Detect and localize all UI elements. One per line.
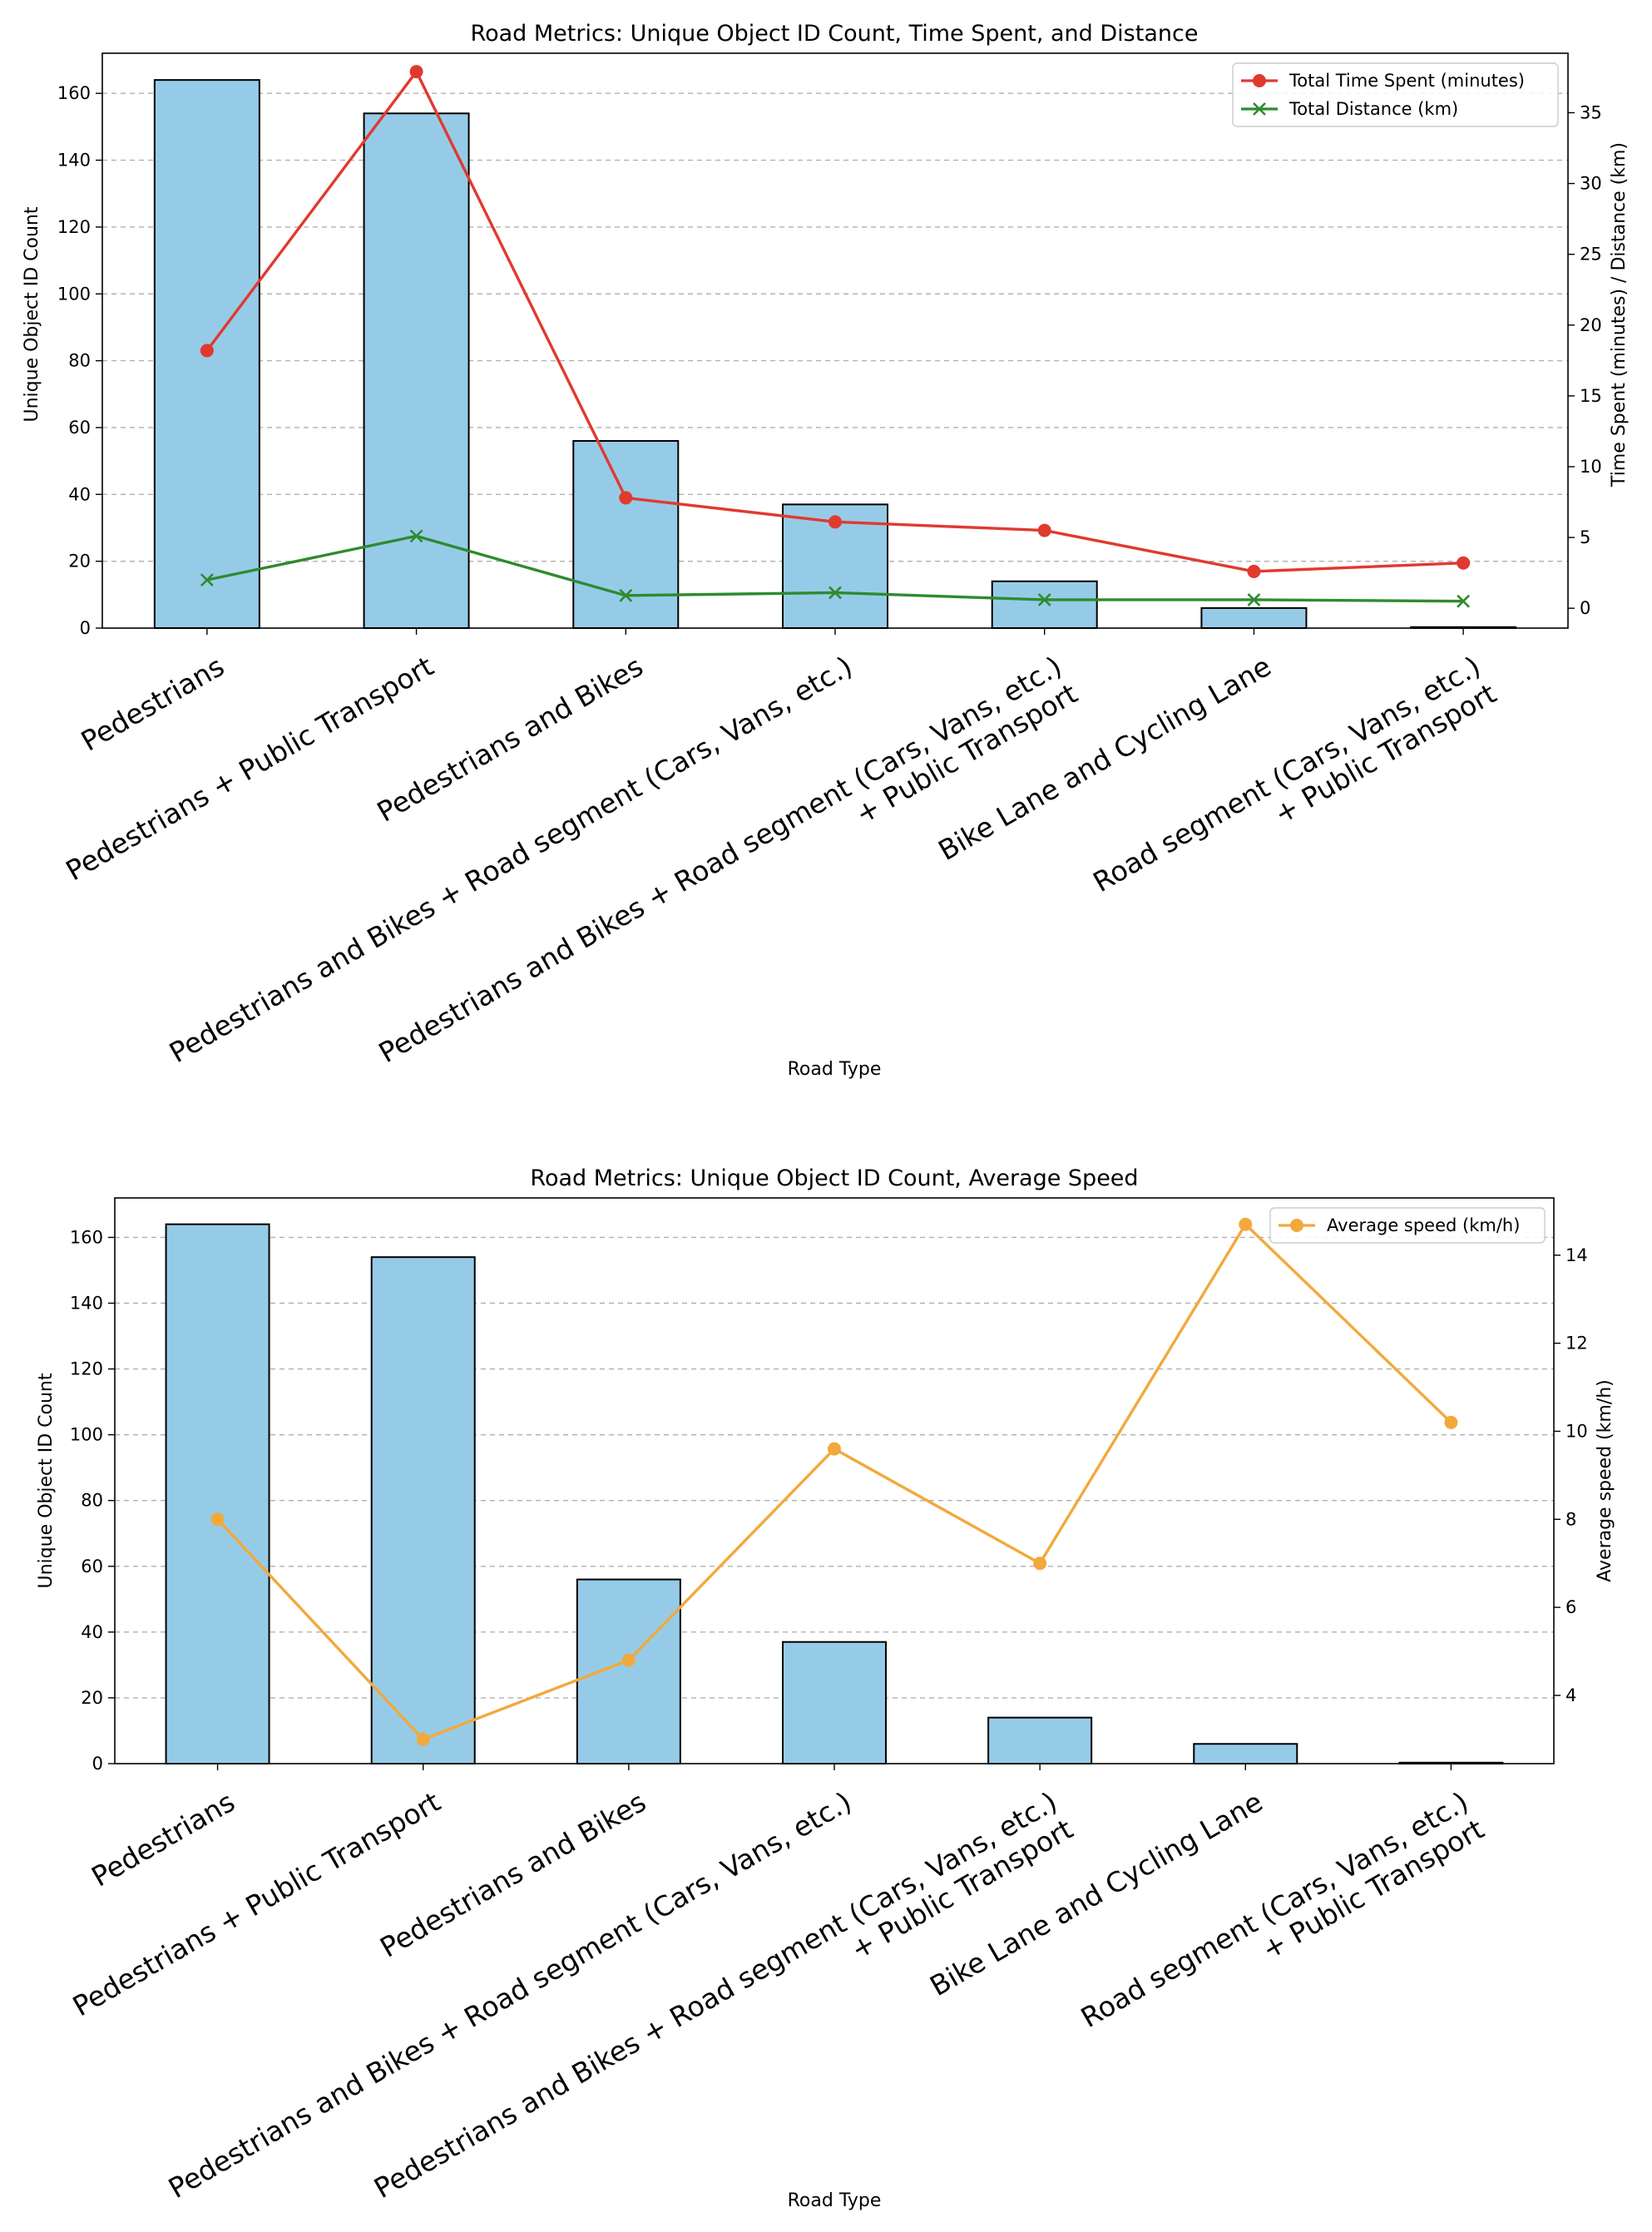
y-tick-label-left: 160 bbox=[57, 83, 91, 103]
y-tick-label-left: 80 bbox=[81, 1491, 103, 1511]
y-tick-label-left: 120 bbox=[70, 1359, 103, 1379]
data-point bbox=[1457, 556, 1471, 570]
y-tick-label-left: 160 bbox=[70, 1227, 103, 1247]
data-point bbox=[1444, 1415, 1458, 1429]
bar bbox=[782, 1641, 887, 1765]
y-tick-label-right: 14 bbox=[1565, 1245, 1588, 1265]
y-tick-label-left: 0 bbox=[80, 618, 91, 638]
y-axis-label-left: Unique Object ID Count bbox=[36, 1373, 57, 1588]
y-tick-label-left: 20 bbox=[68, 552, 91, 572]
y-tick-label-left: 140 bbox=[70, 1294, 103, 1314]
y-tick-label-right: 20 bbox=[1580, 315, 1602, 335]
bar bbox=[991, 580, 1098, 629]
y-tick-label-right: 25 bbox=[1580, 245, 1602, 265]
data-point bbox=[1037, 593, 1051, 606]
y-tick-label-right: 0 bbox=[1580, 598, 1590, 618]
data-point bbox=[828, 1442, 841, 1456]
data-point bbox=[621, 1653, 636, 1667]
data-point bbox=[416, 1732, 430, 1746]
y-tick-label-left: 40 bbox=[68, 484, 91, 504]
data-point bbox=[200, 344, 214, 358]
data-point bbox=[409, 529, 423, 543]
y-tick-label-left: 60 bbox=[68, 418, 91, 438]
bar bbox=[987, 1716, 1093, 1764]
data-point bbox=[409, 65, 423, 79]
legend-entry: Total Time Spent (minutes) bbox=[1241, 71, 1525, 91]
y-tick-label-right: 8 bbox=[1565, 1509, 1576, 1529]
data-point bbox=[1239, 1217, 1253, 1231]
chart-title: Road Metrics: Unique Object ID Count, Ti… bbox=[471, 21, 1199, 47]
y-tick-label-left: 0 bbox=[92, 1754, 103, 1774]
y-tick-label-right: 10 bbox=[1565, 1421, 1588, 1441]
data-point bbox=[1457, 594, 1471, 608]
data-point bbox=[210, 1512, 225, 1527]
data-point bbox=[828, 515, 842, 529]
legend-box bbox=[1269, 1207, 1546, 1244]
legend-label: Total Distance (km) bbox=[1288, 99, 1458, 119]
y-tick-label-right: 5 bbox=[1580, 527, 1590, 547]
data-point bbox=[1247, 593, 1261, 606]
y-tick-label-right: 30 bbox=[1580, 174, 1602, 194]
legend-label: Average speed (km/h) bbox=[1327, 1215, 1520, 1235]
y-tick-label-right: 4 bbox=[1565, 1685, 1576, 1705]
x-axis-label: Road Type bbox=[788, 1059, 882, 1080]
data-point bbox=[1033, 1556, 1047, 1571]
data-point bbox=[1037, 523, 1051, 537]
y-tick-label-right: 35 bbox=[1580, 102, 1602, 122]
data-point bbox=[200, 573, 214, 587]
y-tick-label-left: 80 bbox=[68, 351, 91, 371]
bar bbox=[1193, 1743, 1298, 1764]
data-point bbox=[828, 586, 842, 600]
legend-entry: Total Distance (km) bbox=[1241, 99, 1458, 119]
bar bbox=[165, 1223, 270, 1764]
y-tick-label-left: 60 bbox=[81, 1556, 103, 1576]
y-tick-label-right: 10 bbox=[1580, 457, 1602, 477]
y-tick-label-left: 40 bbox=[81, 1622, 103, 1642]
legend-box bbox=[1232, 62, 1559, 127]
y-axis-label-left: Unique Object ID Count bbox=[22, 206, 42, 422]
y-tick-label-right: 15 bbox=[1580, 386, 1602, 406]
x-axis-label: Road Type bbox=[788, 2190, 882, 2211]
y-tick-label-right: 12 bbox=[1565, 1334, 1588, 1354]
data-point bbox=[619, 588, 633, 602]
legend-entry: Average speed (km/h) bbox=[1279, 1215, 1520, 1235]
y-tick-label-right: 6 bbox=[1565, 1597, 1576, 1617]
legend-label: Total Time Spent (minutes) bbox=[1288, 71, 1525, 91]
data-point bbox=[1247, 564, 1261, 578]
y-tick-label-left: 20 bbox=[81, 1688, 103, 1708]
bar bbox=[363, 112, 470, 629]
chart-title: Road Metrics: Unique Object ID Count, Av… bbox=[530, 1165, 1138, 1191]
y-axis-label-right: Time Spent (minutes) / Distance (km) bbox=[1609, 142, 1630, 487]
legend: Total Time Spent (minutes) Total Distance… bbox=[1232, 62, 1559, 127]
bar bbox=[572, 440, 680, 629]
bar bbox=[370, 1256, 476, 1765]
data-point bbox=[619, 491, 633, 505]
y-tick-label-left: 100 bbox=[57, 284, 91, 304]
y-tick-label-left: 100 bbox=[70, 1425, 103, 1445]
bar bbox=[1200, 606, 1308, 629]
y-axis-label-right: Average speed (km/h) bbox=[1595, 1379, 1615, 1581]
y-tick-label-left: 120 bbox=[57, 217, 91, 237]
bar bbox=[576, 1578, 681, 1764]
legend: Average speed (km/h) bbox=[1269, 1207, 1546, 1244]
y-tick-label-left: 140 bbox=[57, 151, 91, 171]
